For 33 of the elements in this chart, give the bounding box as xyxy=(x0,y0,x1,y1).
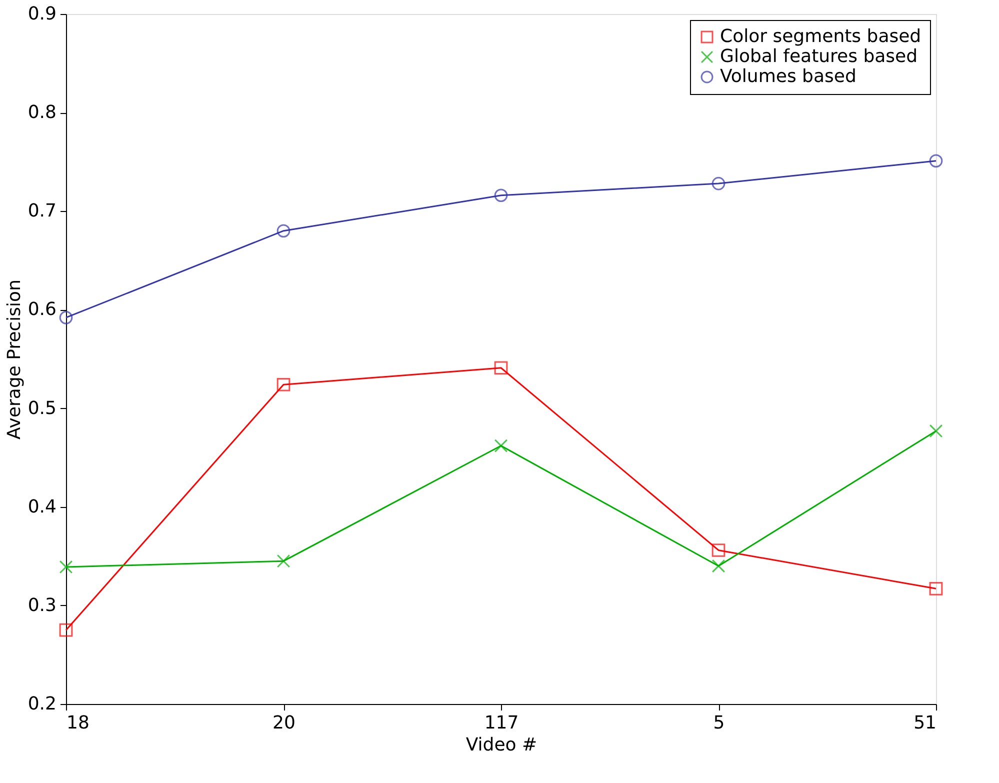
y-axis-title: Average Precision xyxy=(4,280,25,440)
point xyxy=(276,554,290,568)
point xyxy=(494,439,508,452)
x-tick-label: 117 xyxy=(484,712,519,734)
y-tick-label: 0.5 xyxy=(28,398,56,419)
point xyxy=(712,559,726,573)
legend-label: Volumes based xyxy=(720,66,856,87)
y-tick-label: 0.8 xyxy=(28,102,56,124)
x-tick-label: 20 xyxy=(272,712,296,734)
point xyxy=(276,378,290,392)
y-tick-label: 0.9 xyxy=(28,4,56,24)
point xyxy=(276,224,290,238)
legend-label: Global features based xyxy=(720,46,918,67)
y-tick-label: 0.2 xyxy=(28,694,56,714)
point xyxy=(929,582,943,596)
point xyxy=(59,623,73,637)
point xyxy=(929,424,943,438)
y-tick-label: 0.7 xyxy=(28,200,56,222)
point xyxy=(494,188,508,202)
y-tick-label: 0.4 xyxy=(28,496,56,518)
point xyxy=(59,310,73,324)
y-tick-label: 0.6 xyxy=(28,299,56,320)
point xyxy=(712,544,726,557)
x-tick-label: 51 xyxy=(914,712,936,734)
point xyxy=(712,176,726,190)
legend-label: Color segments based xyxy=(720,26,922,47)
y-tick-label: 0.3 xyxy=(28,594,56,616)
point xyxy=(929,154,943,168)
x-tick-label: 5 xyxy=(713,712,725,734)
x-tick-label: 18 xyxy=(66,712,90,734)
x-axis-title: Video # xyxy=(466,734,538,756)
point xyxy=(494,361,508,375)
point xyxy=(59,560,73,574)
